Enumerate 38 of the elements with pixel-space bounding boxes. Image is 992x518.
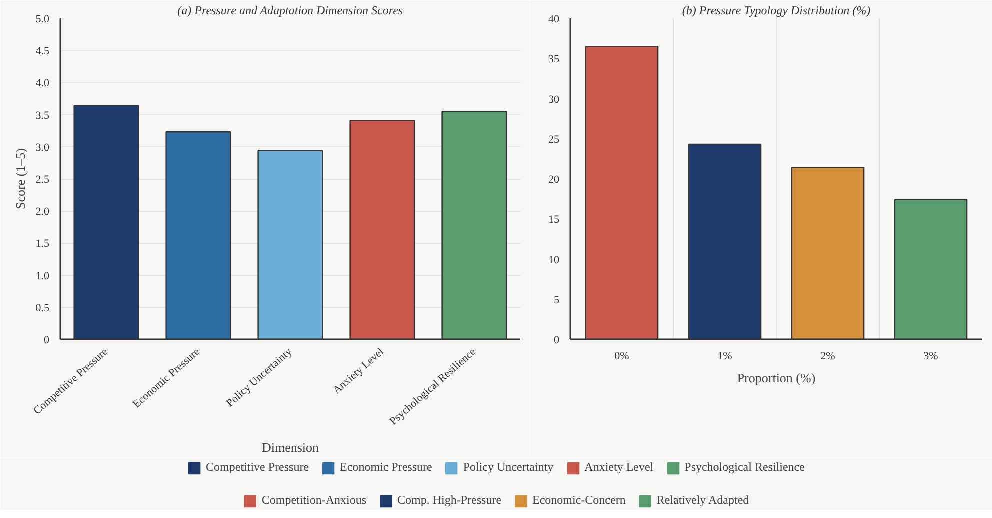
chart-title: (a) Pressure and Adaptation Dimension Scores: [178, 4, 404, 18]
legend-label: Comp. High-Pressure: [398, 493, 502, 508]
y-tick-label: 0: [44, 334, 50, 346]
x-axis-title: Dimension: [262, 440, 320, 456]
y-tick-label: 30: [548, 94, 560, 106]
y-tick-label: 5.0: [36, 14, 50, 26]
legend-label: Competition-Anxious: [262, 493, 367, 508]
y-axis-title: Score (1–5): [12, 148, 28, 210]
y-tick-label: 1.5: [36, 238, 50, 250]
y-tick-label: 3.0: [36, 142, 50, 154]
y-tick-label: 25: [548, 134, 560, 146]
chart-title: (b) Pressure Typology Distribution (%): [682, 4, 871, 18]
legend-label: Competitive Pressure: [206, 460, 310, 475]
legend-label: Policy Uncertainty: [463, 460, 554, 475]
y-tick-label: 1.0: [36, 270, 50, 282]
y-tick-label: 40: [548, 14, 560, 26]
y-tick-label: 4.0: [36, 78, 50, 90]
y-tick-label: 15: [548, 214, 560, 226]
x-tick-label: 2%: [820, 350, 836, 362]
x-tick-label: 3%: [924, 350, 938, 362]
y-tick-label: 2.0: [36, 206, 50, 218]
y-tick-label: 3.5: [36, 110, 50, 122]
y-tick-label: 10: [548, 254, 560, 266]
y-tick-label: 5: [554, 294, 560, 306]
x-axis-title: Proportion (%): [737, 370, 816, 386]
legend-label: Economic Pressure: [340, 460, 432, 475]
x-tick-label: 1%: [718, 350, 732, 362]
y-tick-label: 35: [548, 54, 560, 66]
y-tick-label: 20: [548, 174, 560, 186]
legend-label: Relatively Adapted: [656, 493, 750, 508]
y-tick-label: 0.5: [36, 302, 50, 314]
y-tick-label: 2.5: [36, 174, 50, 186]
x-tick-label: 0%: [614, 350, 630, 362]
legend-label: Economic-Concern: [532, 493, 626, 508]
y-tick-label: 4.5: [36, 46, 50, 58]
legend-label: Anxiety Level: [584, 460, 654, 475]
legend-label: Psychological Resilience: [684, 460, 805, 475]
y-tick-label: 0: [554, 334, 560, 346]
